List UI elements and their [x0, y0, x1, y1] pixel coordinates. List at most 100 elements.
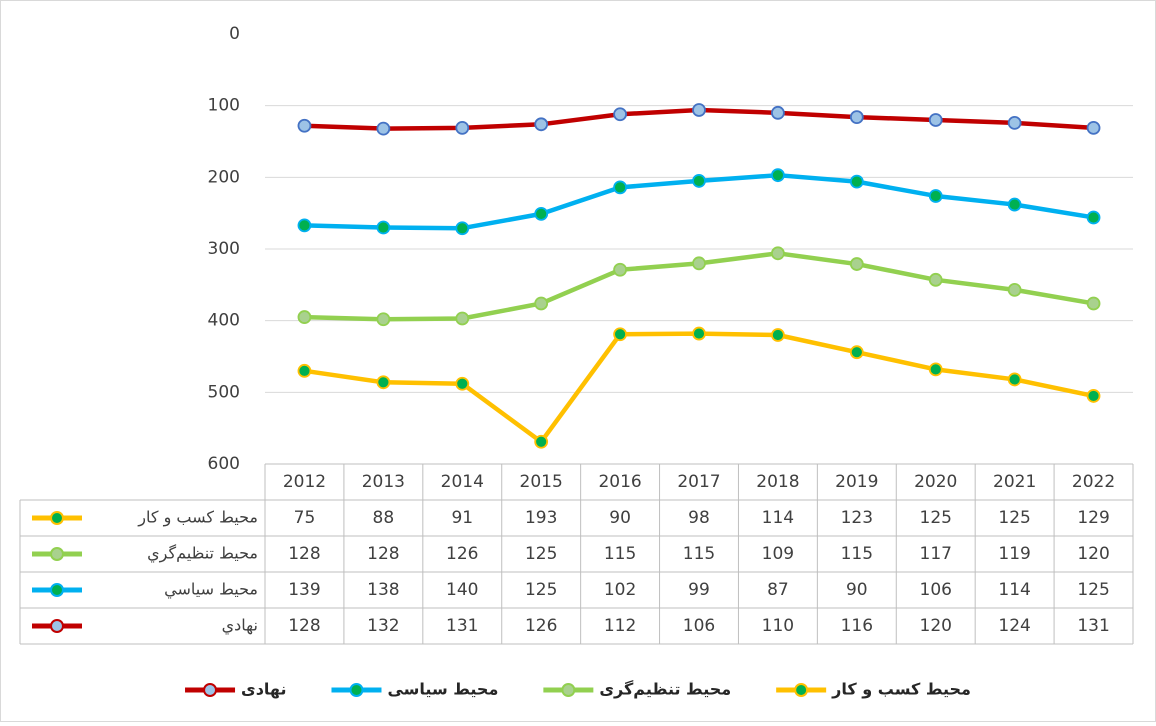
table-cell: 90 — [609, 508, 631, 528]
table-cell: 110 — [762, 616, 794, 636]
table-cell: 129 — [1077, 508, 1109, 528]
y-tick-label: 400 — [208, 311, 240, 331]
data-point — [534, 434, 549, 449]
table-cell: 117 — [920, 544, 952, 564]
table-cell: 125 — [525, 580, 557, 600]
data-point — [1086, 296, 1101, 311]
table-key-marker — [50, 583, 64, 597]
x-tick-label: 2019 — [835, 472, 878, 492]
data-point — [455, 376, 470, 391]
table-row-label: نهادي — [222, 616, 258, 636]
data-point — [692, 256, 706, 271]
table-cell: 126 — [525, 616, 557, 636]
table-cell: 128 — [288, 616, 320, 636]
table-key-marker — [50, 619, 64, 633]
table-cell: 138 — [367, 580, 399, 600]
data-point — [692, 103, 706, 117]
table-cell: 90 — [846, 580, 868, 600]
table-key-marker — [50, 547, 64, 561]
x-tick-label: 2020 — [914, 472, 957, 492]
table-cell: 140 — [446, 580, 478, 600]
table-row-label: محيط سياسي — [164, 580, 258, 600]
data-point — [297, 218, 312, 233]
table-cell: 109 — [762, 544, 794, 564]
data-point — [692, 174, 706, 188]
data-point — [849, 174, 864, 189]
data-point — [455, 120, 470, 135]
table-key-marker — [50, 511, 64, 525]
data-point — [849, 257, 864, 271]
table-cell: 116 — [841, 616, 873, 636]
table-cell: 112 — [604, 616, 636, 636]
table-cell: 119 — [998, 544, 1030, 564]
table-cell: 75 — [294, 508, 316, 528]
data-point — [1086, 210, 1101, 225]
legend-label: نهادی — [241, 680, 286, 699]
legend-label: محیط کسب و کار — [831, 680, 971, 699]
table-cell: 114 — [762, 508, 794, 528]
table-cell: 125 — [998, 508, 1030, 528]
table-cell: 193 — [525, 508, 557, 528]
data-point — [376, 220, 391, 235]
data-point — [297, 310, 312, 324]
y-tick-label: 300 — [208, 239, 240, 259]
table-row-label: محيط کسب و کار — [137, 508, 258, 528]
x-tick-label: 2012 — [283, 472, 326, 492]
data-point — [613, 180, 627, 195]
y-tick-label: 600 — [208, 454, 240, 474]
table-cell: 106 — [683, 616, 715, 636]
x-tick-label: 2017 — [677, 472, 720, 492]
table-cell: 131 — [1077, 616, 1109, 636]
table-cell: 91 — [451, 508, 473, 528]
data-point — [376, 375, 391, 390]
data-point — [1007, 115, 1022, 130]
data-point — [455, 311, 470, 326]
y-tick-label: 0 — [229, 24, 240, 44]
table-cell: 102 — [604, 580, 636, 600]
data-point — [1007, 372, 1022, 387]
y-tick-label: 200 — [208, 167, 240, 187]
table-cell: 120 — [1077, 544, 1109, 564]
legend-key-marker — [561, 683, 576, 697]
y-tick-label: 500 — [208, 382, 240, 402]
table-cell: 88 — [373, 508, 395, 528]
data-point — [613, 262, 627, 277]
table-cell: 126 — [446, 544, 478, 564]
legend-label: محیط سیاسی — [387, 680, 498, 699]
table-cell: 128 — [367, 544, 399, 564]
x-tick-label: 2022 — [1072, 472, 1115, 492]
data-point — [849, 110, 864, 125]
table-cell: 106 — [920, 580, 952, 600]
data-point — [297, 118, 312, 133]
data-point — [1086, 120, 1101, 135]
data-point — [928, 362, 943, 377]
legend-key-marker — [794, 683, 809, 697]
x-tick-label: 2014 — [441, 472, 484, 492]
x-tick-label: 2018 — [756, 472, 799, 492]
table-cell: 115 — [841, 544, 873, 564]
data-point — [534, 206, 549, 221]
data-point — [692, 326, 706, 341]
data-point — [455, 221, 470, 236]
data-point — [613, 327, 627, 342]
table-cell: 115 — [604, 544, 636, 564]
data-point — [376, 121, 391, 136]
x-tick-label: 2015 — [520, 472, 563, 492]
table-cell: 115 — [683, 544, 715, 564]
data-point — [928, 189, 943, 203]
data-point — [928, 272, 943, 287]
table-cell: 131 — [446, 616, 478, 636]
data-point — [771, 105, 785, 120]
data-point — [613, 107, 627, 122]
data-point — [1007, 197, 1022, 212]
table-cell: 114 — [998, 580, 1030, 600]
x-tick-label: 2013 — [362, 472, 405, 492]
table-cell: 125 — [920, 508, 952, 528]
data-point — [928, 113, 943, 127]
x-tick-label: 2021 — [993, 472, 1036, 492]
data-point — [771, 246, 785, 261]
data-point — [771, 168, 785, 183]
table-cell: 132 — [367, 616, 399, 636]
table-cell: 125 — [1077, 580, 1109, 600]
